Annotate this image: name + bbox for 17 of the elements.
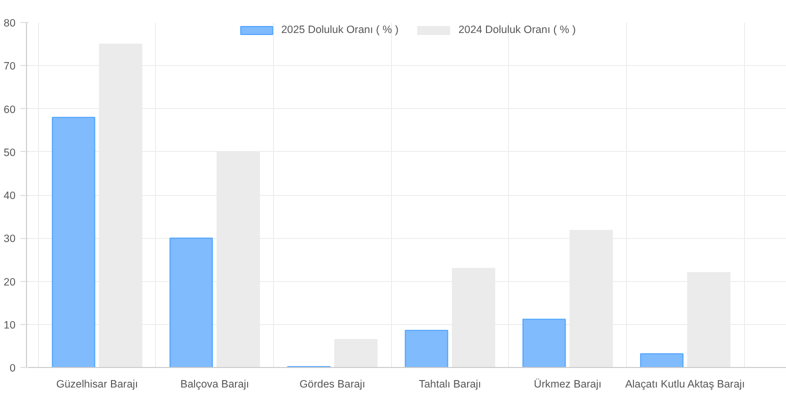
x-tick-label: Gördes Barajı [300,378,366,390]
y-tick-label: 0 [10,362,16,374]
legend-label: 2025 Doluluk Oranı ( % ) [281,24,398,36]
y-tick-label: 10 [4,319,16,332]
y-tick-label: 20 [4,276,16,288]
y-tick-label: 50 [4,146,16,159]
y-tick-label: 70 [4,60,16,73]
legend-label: 2024 Doluluk Oranı ( % ) [458,24,576,36]
x-tick-label: Tahtalı Barajı [418,378,482,390]
y-tick-label: 60 [4,104,16,116]
x-tick-label: Balçova Barajı [180,378,250,390]
y-tick-label: 40 [4,190,16,202]
y-tick-label: 30 [4,233,16,246]
x-tick-label: Alaçatı Kutlu Aktaş Barajı [625,378,745,390]
x-tick-label: Güzelhisar Barajı [56,378,138,390]
y-tick-label: 80 [4,18,16,30]
x-tick-label: Ürkmez Barajı [534,378,602,390]
